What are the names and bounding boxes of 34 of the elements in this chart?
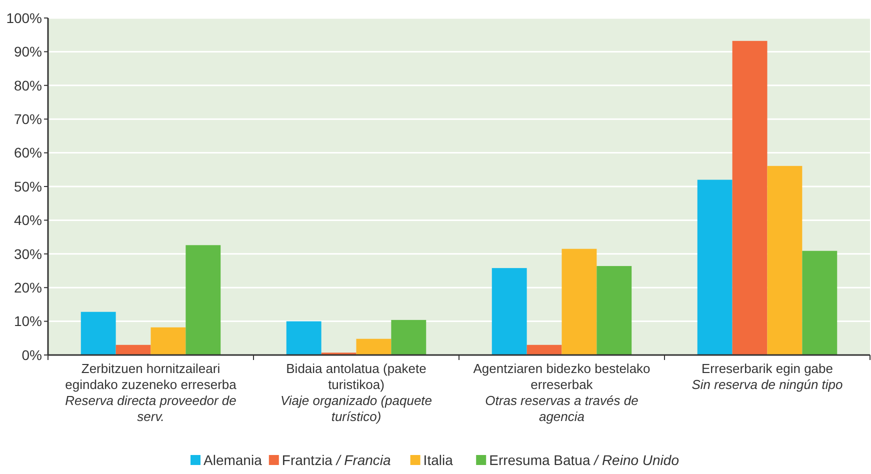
- bar: [80, 312, 116, 355]
- y-tick-label: 90%: [14, 44, 42, 60]
- y-tick-label: 100%: [6, 10, 42, 26]
- bar: [492, 268, 527, 355]
- legend-label: Alemania: [204, 452, 262, 468]
- y-tick-label: 30%: [14, 246, 42, 262]
- bar: [697, 180, 732, 355]
- bar: [391, 320, 426, 355]
- bar: [596, 266, 632, 355]
- x-tick-label: Agentziaren bidezko bestelako erreserbak Otras reservas a través de agencia: [473, 361, 650, 424]
- y-tick-label: 50%: [14, 178, 42, 194]
- x-tick-label: Bidaia antolatua (pakete turistikoa) Viaje organizado (paquete turístico): [280, 361, 432, 424]
- y-tick-label: 0%: [22, 346, 42, 363]
- legend-label: Frantzia / Francia: [282, 452, 392, 468]
- bar: [526, 344, 562, 355]
- y-tick-label: 40%: [14, 212, 42, 228]
- legend-label: Erresuma Batua / Reino Unido: [489, 452, 680, 468]
- y-tick-label: 10%: [14, 313, 42, 330]
- bar: [116, 344, 151, 355]
- bar: [767, 166, 802, 355]
- y-tick-label: 70%: [14, 111, 42, 127]
- bar: [286, 321, 322, 355]
- y-tick-label: 60%: [14, 144, 42, 161]
- bar: [802, 250, 838, 355]
- bar: [356, 338, 392, 355]
- bar: [150, 327, 186, 355]
- x-tick-label: Zerbitzuen hornitzaileari egindako zuzeneko erreserba Reserva directa proveedor de serv.: [65, 361, 238, 424]
- bar: [562, 248, 597, 355]
- y-tick-label: 80%: [14, 77, 42, 94]
- x-tick-label: Erreserbarik egin gabe Sin reserva de ningún tipo: [692, 361, 843, 392]
- bar: [732, 40, 768, 355]
- y-tick-label: 20%: [14, 280, 42, 296]
- bar: [186, 245, 221, 355]
- legend-label: Italia: [423, 452, 454, 468]
